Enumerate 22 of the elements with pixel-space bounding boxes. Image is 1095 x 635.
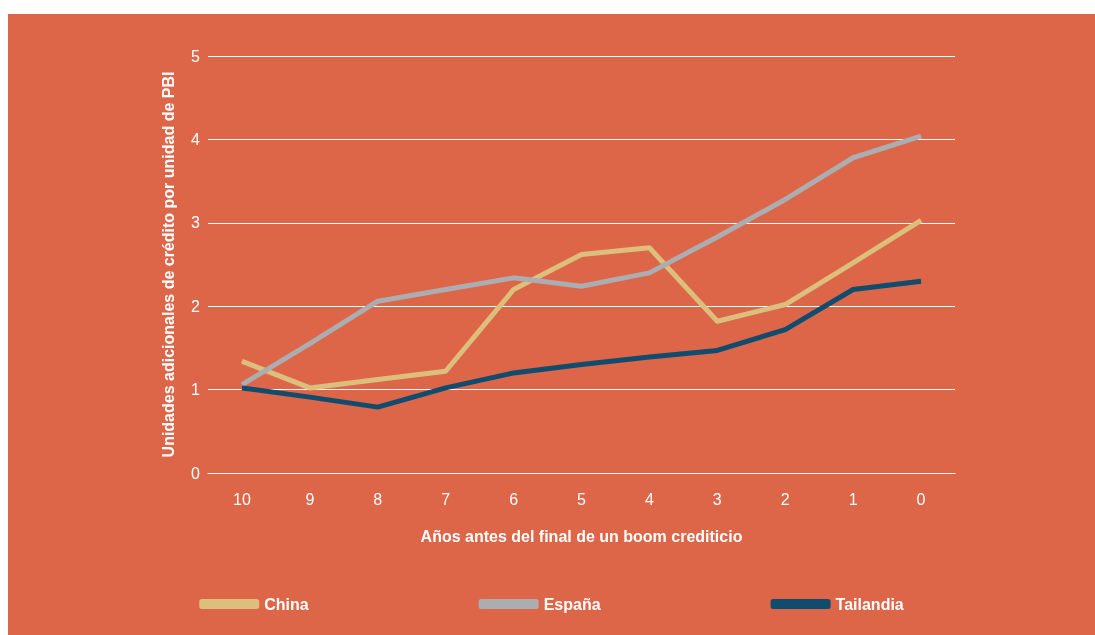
x-tick-label: 9 bbox=[305, 490, 315, 508]
y-tick-label: 3 bbox=[191, 214, 201, 232]
y-tick-label: 4 bbox=[191, 130, 201, 148]
x-tick-label: 0 bbox=[916, 490, 926, 508]
x-tick-label: 4 bbox=[644, 490, 654, 508]
y-tick-label: 1 bbox=[191, 381, 201, 399]
x-tick-label: 2 bbox=[780, 490, 790, 508]
legend-label: España bbox=[543, 595, 601, 613]
x-tick-label: 5 bbox=[577, 490, 587, 508]
x-tick-label: 7 bbox=[441, 490, 451, 508]
x-tick-label: 10 bbox=[233, 490, 251, 508]
y-tick-label: 5 bbox=[191, 47, 201, 65]
y-tick-label: 0 bbox=[191, 464, 201, 482]
y-axis-title: Unidades adicionales de crédito por unidad de PBI bbox=[159, 71, 177, 458]
x-tick-label: 8 bbox=[373, 490, 383, 508]
legend-label: Tailandia bbox=[835, 595, 904, 613]
y-tick-label: 2 bbox=[191, 297, 201, 315]
x-tick-label: 3 bbox=[712, 490, 722, 508]
x-tick-label: 6 bbox=[509, 490, 519, 508]
legend-label: China bbox=[264, 595, 309, 613]
x-axis-title: Años antes del final de un boom crediticio bbox=[420, 527, 743, 545]
x-tick-label: 1 bbox=[848, 490, 858, 508]
